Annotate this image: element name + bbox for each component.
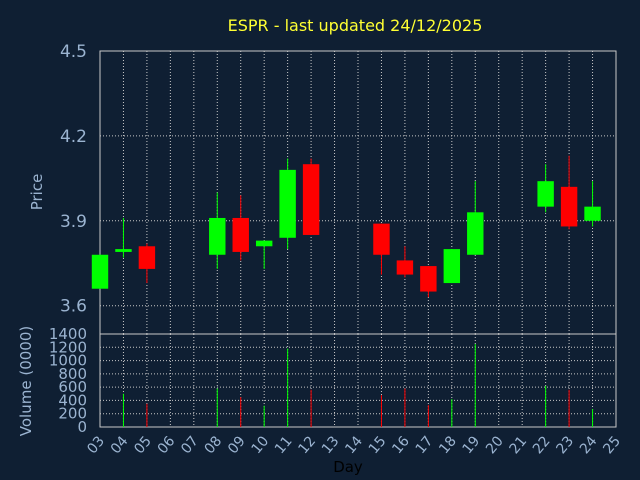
volume-panel-frame [99,333,617,428]
volume-tick-label: 600 [58,378,87,396]
x-tick-label: 04 [108,433,132,457]
x-tick-label: 18 [436,433,460,457]
volume-bars [122,343,594,427]
candle-body [560,186,578,227]
candle-body [420,266,437,292]
x-tick-label: 06 [155,433,179,457]
x-tick-label: 10 [249,433,273,457]
volume-tick-label: 1000 [49,352,87,370]
candle-body [443,249,461,284]
x-tick-label: 22 [530,433,554,457]
price-tick-label: 3.9 [60,212,87,232]
x-tick-label: 16 [389,433,413,457]
candle-body [115,249,132,252]
candle-body [138,246,156,269]
x-tick-label: 19 [460,433,484,457]
price-tick-label: 4.2 [60,127,87,147]
x-tick-label: 14 [342,433,366,457]
volume-tick-label: 0 [77,418,87,436]
x-tick-label: 20 [483,433,507,457]
candle-body [209,217,226,255]
chart-title: ESPR - last updated 24/12/2025 [228,16,483,35]
volume-tick-label: 1200 [49,338,87,356]
volume-tick-label: 200 [58,405,87,423]
volume-axis-label: Volume (0000) [17,326,35,436]
x-tick-label: 21 [507,433,531,457]
x-tick-label: 09 [225,433,249,457]
candle-body [396,260,414,275]
volume-tick-label: 800 [58,365,87,383]
x-axis-ticks: 03 04 05 06 07 08 09 10 11 12 13 14 15 16 17 18 19 20 21 22… [84,433,624,457]
price-axis-label: Price [28,174,46,211]
x-tick-label: 08 [202,433,226,457]
price-tick-label: 4.5 [60,42,87,62]
x-tick-label: 17 [413,433,437,457]
candle-body [279,169,296,238]
x-tick-label: 07 [178,433,202,457]
x-tick-label: 24 [577,433,601,457]
candle-body [232,217,249,252]
candle-body [255,240,273,247]
price-axis-ticks: 3.6 3.9 4.2 4.5 [60,42,87,317]
volume-grid [99,333,617,428]
x-tick-label: 25 [600,433,624,457]
candle-body [91,254,109,289]
x-tick-label: 23 [553,433,577,457]
volume-tick-label: 400 [58,391,87,409]
candle-body [467,212,484,255]
price-tick-label: 3.6 [60,297,87,317]
x-tick-label: 12 [295,433,319,457]
candle-body [584,206,601,221]
volume-tick-label: 1400 [49,325,87,343]
candle-body [373,223,390,255]
x-tick-label: 15 [366,433,390,457]
candles [91,155,601,298]
x-tick-label: 13 [319,433,343,457]
candle-body [537,181,554,207]
x-tick-label: 05 [131,433,155,457]
x-tick-label: 11 [272,433,296,457]
x-tick-label: 03 [84,433,108,457]
candle-body [302,164,320,235]
x-axis-label: Day [333,458,363,476]
